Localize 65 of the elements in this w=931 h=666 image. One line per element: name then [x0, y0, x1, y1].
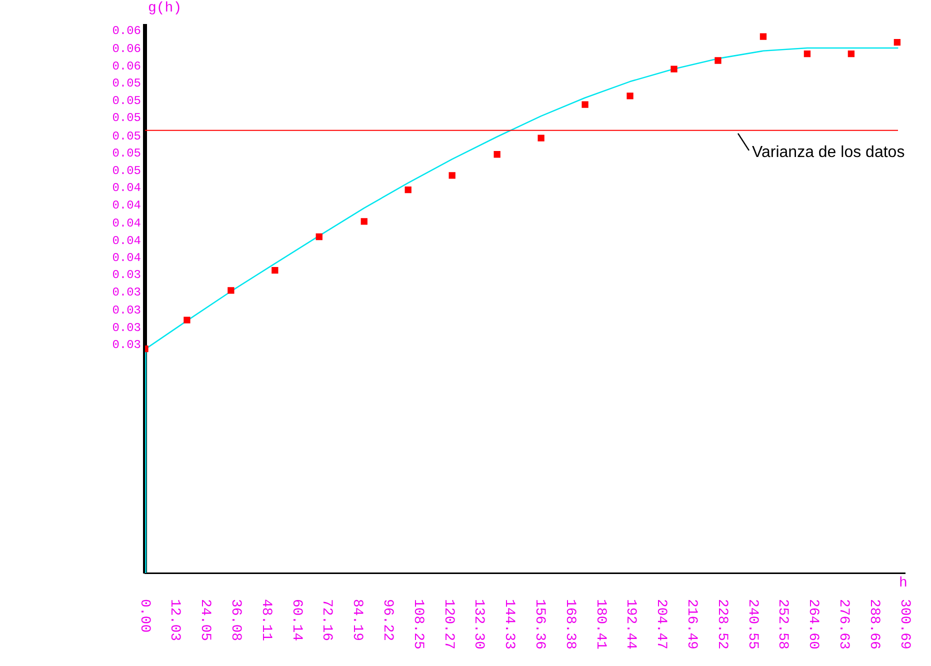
point [894, 38, 901, 46]
x-tick-label: 48.11 [258, 599, 274, 642]
point [404, 186, 412, 194]
y-tick-label: 0.04 [112, 251, 141, 265]
x-tick-label: 144.33 [501, 599, 518, 650]
x-tick-label: 168.38 [562, 599, 578, 650]
y-tick-label: 0.04 [112, 216, 141, 231]
y-tick-label: 0.05 [112, 129, 141, 144]
point [626, 92, 634, 100]
y-tick-label: 0.05 [112, 76, 141, 91]
x-tick-label: 192.44 [622, 599, 639, 650]
point [760, 33, 767, 40]
x-tick-label: 180.41 [592, 599, 608, 650]
x-tick-label: 12.03 [166, 599, 183, 642]
x-tick-label: 300.69 [896, 599, 912, 650]
point [582, 101, 588, 108]
point [272, 266, 278, 274]
x-tick-label: 288.66 [866, 599, 882, 650]
point [670, 66, 678, 72]
y-tick-label: 0.04 [112, 198, 141, 212]
y-tick-label: 0.03 [112, 285, 141, 300]
x-tick-label: 60.14 [288, 599, 304, 642]
x-tick-label: 156.36 [532, 599, 548, 650]
y-tick-label: 0.05 [112, 146, 141, 161]
x-tick-label: 228.52 [714, 599, 730, 650]
x-tick-label: 120.27 [440, 599, 456, 650]
x-tick-label: 264.60 [805, 599, 822, 650]
point [184, 316, 190, 324]
x-tick-label: 72.16 [318, 599, 335, 642]
y-tick-label: 0.03 [112, 338, 141, 352]
x-tick-label: 108.25 [410, 599, 426, 650]
point [848, 50, 855, 58]
point [228, 287, 234, 294]
x-tick-label: 36.08 [227, 599, 244, 642]
y-axis-title: g(h) [148, 0, 182, 17]
point [360, 218, 368, 225]
y-tick-label: 0.06 [112, 42, 141, 56]
x-tick-label: 0.00 [136, 599, 152, 633]
x-axis-title: h [899, 576, 908, 592]
point [316, 233, 322, 240]
x-tick-label: 204.47 [653, 599, 670, 650]
y-tick-label: 0.04 [112, 181, 141, 196]
point [448, 172, 456, 179]
y-tick-label: 0.05 [112, 164, 141, 178]
x-tick-label: 252.58 [774, 599, 791, 650]
x-tick-label: 24.05 [197, 599, 214, 642]
x-tick-label: 132.30 [470, 599, 487, 650]
x-tick-label: 216.49 [683, 599, 700, 650]
y-tick-label: 0.04 [112, 234, 141, 248]
y-tick-label: 0.06 [112, 59, 141, 74]
y-tick-label: 0.06 [112, 24, 141, 38]
y-tick-label: 0.03 [112, 304, 141, 318]
y-tick-label: 0.03 [112, 268, 141, 282]
x-tick-label: 276.63 [835, 599, 852, 650]
y-tick-label: 0.05 [112, 111, 141, 126]
y-tick-label: 0.03 [112, 320, 141, 335]
ref-line-label: Varianza de los datos [752, 144, 905, 161]
y-tick-label: 0.05 [112, 94, 141, 108]
point [714, 57, 722, 64]
x-tick-label: 84.19 [349, 599, 366, 642]
x-tick-label: 240.55 [744, 599, 760, 650]
point [494, 151, 500, 158]
x-tick-label: 96.22 [379, 599, 396, 642]
point [804, 50, 811, 58]
point [538, 134, 544, 142]
